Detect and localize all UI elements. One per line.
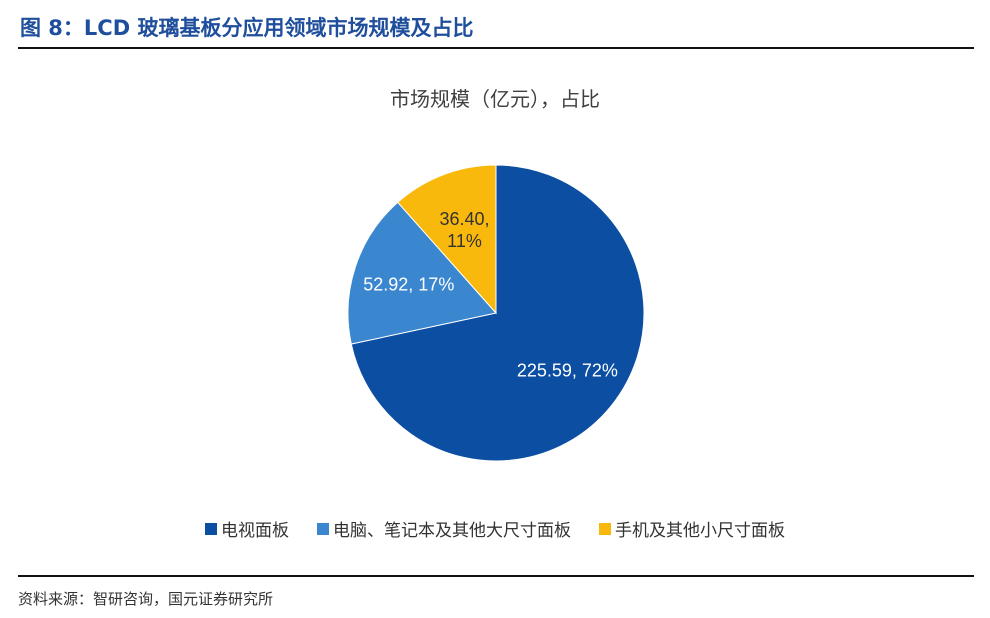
legend-item-large-panel: 电脑、笔记本及其他大尺寸面板 [317, 516, 571, 541]
legend-label-small-panel: 手机及其他小尺寸面板 [615, 521, 785, 541]
bottom-rule [18, 575, 974, 577]
pie-data-label-1: 52.92, 17% [363, 274, 454, 294]
pie-data-label-0: 225.59, 72% [517, 361, 618, 381]
legend-swatch-tv [205, 522, 217, 535]
pie-slice-2 [397, 164, 497, 315]
top-rule [18, 47, 974, 49]
legend-swatch-small-panel [599, 522, 611, 535]
pie-slice-0 [350, 164, 645, 462]
source-note: 资料来源：智研咨询，国元证券研究所 [18, 590, 274, 608]
pie-data-label-2: 36.40, 11% [439, 209, 489, 251]
pie-slice-1 [347, 201, 497, 345]
legend-item-small-panel: 手机及其他小尺寸面板 [599, 516, 785, 541]
legend-item-tv: 电视面板 [205, 516, 289, 541]
legend-swatch-large-panel [317, 522, 329, 535]
legend: 电视面板 电脑、笔记本及其他大尺寸面板 手机及其他小尺寸面板 [0, 516, 990, 541]
figure-title: 图 8：LCD 玻璃基板分应用领域市场规模及占比 [20, 16, 474, 40]
chart-title: 市场规模（亿元），占比 [390, 87, 600, 111]
legend-label-large-panel: 电脑、笔记本及其他大尺寸面板 [333, 521, 571, 541]
legend-label-tv: 电视面板 [221, 521, 289, 541]
